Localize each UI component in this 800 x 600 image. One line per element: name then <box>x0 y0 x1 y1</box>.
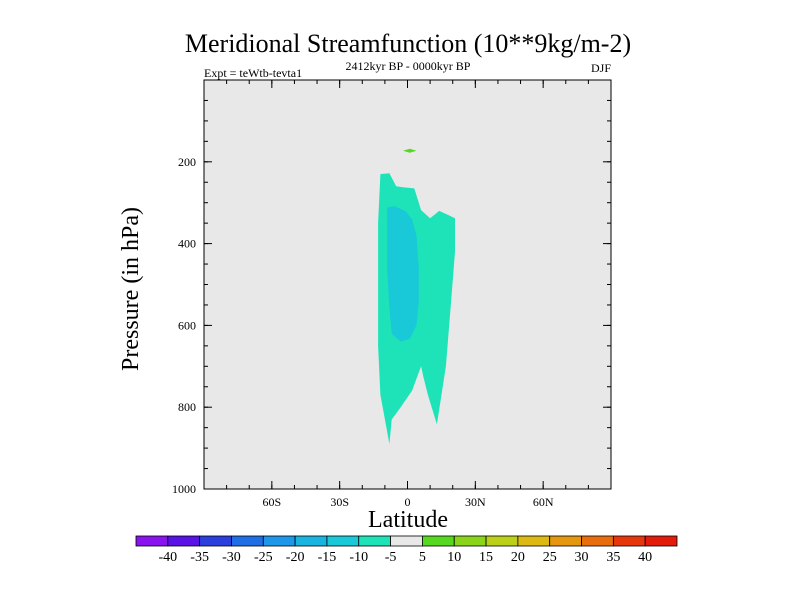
contour-regions <box>378 148 455 445</box>
colorbar-swatch <box>199 535 232 547</box>
x-tick-label: 60N <box>533 495 554 509</box>
colorbar-label: 35 <box>606 550 620 565</box>
axis-ticks: 60S 30S 0 30N 60N 200 400 600 800 1000 <box>172 79 612 509</box>
positive-contour-region <box>403 148 417 153</box>
colorbar-swatch <box>612 535 646 547</box>
colorbar-swatch <box>294 535 328 547</box>
chart-title: Meridional Streamfunction (10**9kg/m-2) <box>185 29 631 58</box>
colorbar-label: 20 <box>511 550 525 565</box>
y-axis-label: Pressure (in hPa) <box>118 207 144 371</box>
x-tick-label: 60S <box>262 495 281 509</box>
x-tick-label: 30N <box>465 495 486 509</box>
colorbar-swatch <box>167 535 201 547</box>
colorbar-label: -5 <box>385 550 397 565</box>
colorbar-swatch <box>453 535 487 547</box>
colorbar-swatch <box>549 535 582 547</box>
colorbar-label: -20 <box>286 550 305 565</box>
y-tick-label: 800 <box>178 400 196 414</box>
colorbar-swatch <box>262 535 296 547</box>
colorbar-label: -30 <box>222 550 241 565</box>
colorbar-swatch <box>517 535 551 547</box>
experiment-label: Expt = teWtb-tevta1 <box>204 66 302 80</box>
colorbar-label: 5 <box>419 550 426 565</box>
colorbar-label: 25 <box>543 550 557 565</box>
y-tick-label: 200 <box>178 155 196 169</box>
time-range-label: 2412kyr BP - 0000kyr BP <box>346 59 471 73</box>
x-tick-label: 30S <box>330 495 349 509</box>
colorbar-label: -25 <box>254 550 273 565</box>
y-tick-label: 400 <box>178 237 196 251</box>
colorbar-swatch <box>358 535 391 547</box>
colorbar-swatch <box>231 535 264 547</box>
colorbar-swatch <box>326 535 360 547</box>
inner-negative-contour-region <box>387 206 419 342</box>
x-tick-label: 0 <box>405 495 411 509</box>
season-label: DJF <box>591 61 611 75</box>
plot-area: 60S 30S 0 30N 60N 200 400 600 800 1000 <box>172 79 612 509</box>
colorbar-label: -15 <box>318 550 337 565</box>
colorbar-label: 40 <box>638 550 652 565</box>
colorbar-swatch <box>422 535 455 547</box>
y-tick-label: 1000 <box>172 482 196 496</box>
colorbar-swatch <box>581 535 614 547</box>
colorbar-swatch <box>644 535 678 547</box>
y-tick-label: 600 <box>178 318 196 332</box>
colorbar-label: 30 <box>575 550 589 565</box>
colorbar-swatch <box>485 535 519 547</box>
colorbar-swatch <box>135 535 169 547</box>
colorbar-label: 10 <box>447 550 461 565</box>
colorbar-label: -10 <box>349 550 368 565</box>
colorbar-label: 15 <box>479 550 493 565</box>
colorbar-label: -35 <box>190 550 209 565</box>
colorbar-label: -40 <box>158 550 177 565</box>
colorbar-swatch <box>390 535 423 547</box>
colorbar: -40 -35 -30 -25 -20 -15 -10 -5 5 10 15 20 25 30 35 40 <box>135 535 678 565</box>
x-axis-label: Latitude <box>368 507 448 533</box>
